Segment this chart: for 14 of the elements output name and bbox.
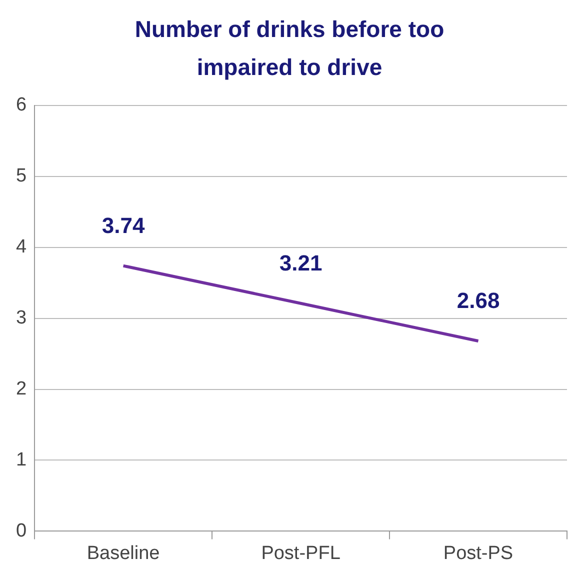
y-tick-label: 4 xyxy=(16,236,27,258)
y-tick-label: 1 xyxy=(16,449,27,470)
x-tick-label: Post-PFL xyxy=(261,542,340,564)
data-label: 3.74 xyxy=(102,212,146,238)
y-tick-label: 2 xyxy=(16,378,27,400)
y-tick-label: 0 xyxy=(16,520,27,542)
data-label: 2.68 xyxy=(456,288,500,314)
chart-title: Number of drinks before too impaired to drive xyxy=(134,15,446,82)
y-tick-label: 5 xyxy=(16,166,27,187)
x-tick-label: Baseline xyxy=(86,542,160,564)
y-tick-label: 3 xyxy=(16,308,27,329)
x-tick-label: Post-PS xyxy=(443,542,514,564)
data-label: 3.21 xyxy=(279,250,322,276)
y-tick-label: 6 xyxy=(16,94,27,116)
